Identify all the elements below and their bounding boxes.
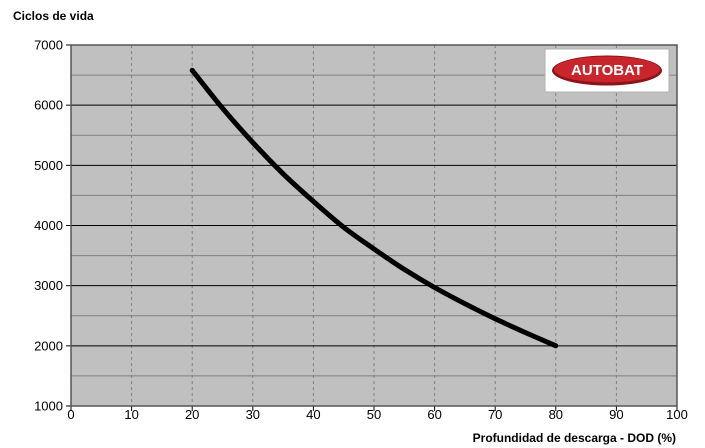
- y-axis: 1000 2000 3000 4000 5000 6000 7000: [34, 38, 71, 414]
- y-tick-label: 5000: [34, 158, 63, 173]
- x-tick-label: 10: [124, 407, 138, 422]
- y-tick-label: 1000: [34, 399, 63, 414]
- x-tick-label: 0: [67, 407, 74, 422]
- major-grid: [71, 104, 677, 347]
- x-tick-label: 100: [666, 407, 688, 422]
- y-tick-label: 3000: [34, 278, 63, 293]
- y-tick-label: 7000: [34, 38, 63, 53]
- x-tick-label: 30: [246, 407, 260, 422]
- y-axis-title: Ciclos de vida: [13, 9, 94, 23]
- x-tick-label: 20: [185, 407, 199, 422]
- y-tick-label: 6000: [34, 98, 63, 113]
- x-tick-label: 70: [488, 407, 502, 422]
- x-tick-label: 80: [549, 407, 563, 422]
- y-tick-label: 4000: [34, 218, 63, 233]
- y-tick-label: 2000: [34, 338, 63, 353]
- autobat-logo: AUTOBAT: [544, 48, 670, 93]
- x-tick-label: 60: [427, 407, 441, 422]
- plot-border: [70, 44, 678, 407]
- logo-text: AUTOBAT: [571, 62, 643, 79]
- x-tick-label: 50: [367, 407, 381, 422]
- x-tick-label: 90: [609, 407, 623, 422]
- x-axis-title: Profundidad de descarga - DOD (%): [473, 431, 676, 445]
- x-axis: 0 10 20 30 40 50 60 70 80 90 100: [67, 406, 688, 422]
- series-line: [189, 67, 559, 349]
- x-tick-label: 40: [306, 407, 320, 422]
